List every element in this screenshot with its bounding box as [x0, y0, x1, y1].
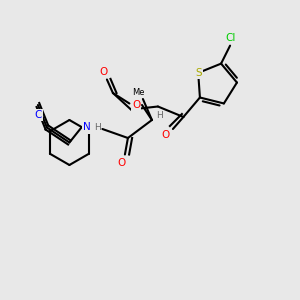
Text: O: O	[161, 130, 169, 140]
Text: H: H	[94, 123, 100, 132]
Text: C: C	[35, 110, 42, 120]
Text: Cl: Cl	[225, 33, 235, 43]
Text: N: N	[83, 122, 91, 133]
Text: O: O	[132, 100, 140, 110]
Text: Me: Me	[132, 88, 145, 98]
Text: S: S	[195, 68, 202, 78]
Text: O: O	[118, 158, 126, 168]
Text: H: H	[156, 111, 163, 120]
Text: O: O	[100, 67, 108, 77]
